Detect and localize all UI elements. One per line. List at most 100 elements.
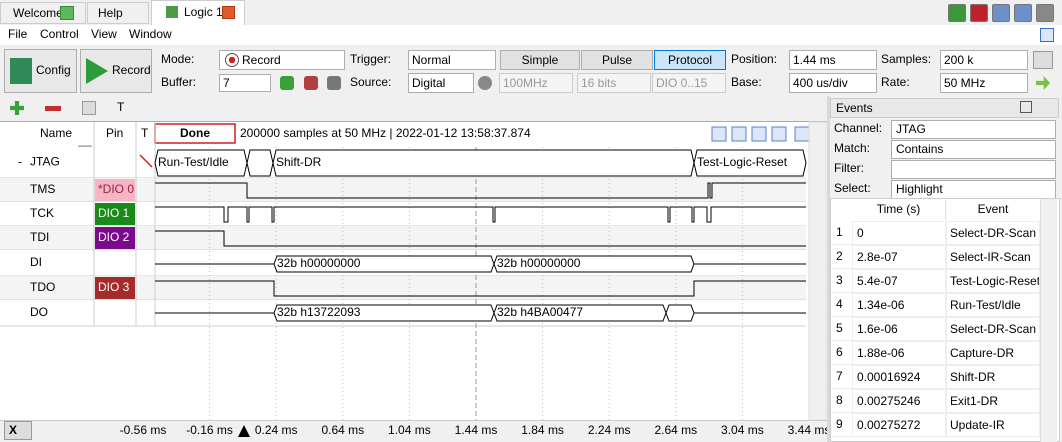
event-name[interactable]: Update-IR bbox=[946, 413, 1040, 437]
label: Samples: bbox=[881, 52, 932, 66]
event-name[interactable]: Shift-DR bbox=[946, 365, 1040, 389]
row-index: 2 bbox=[831, 245, 852, 269]
x-button[interactable]: X bbox=[4, 421, 32, 440]
axis-bar bbox=[0, 420, 828, 442]
field-label: Select: bbox=[834, 181, 871, 195]
row-index: 1 bbox=[831, 221, 852, 245]
tool-icon[interactable] bbox=[280, 76, 294, 90]
jtag-state: Run-Test/Idle bbox=[158, 155, 229, 169]
bus-segment bbox=[246, 149, 274, 177]
label: Mode: bbox=[161, 52, 195, 66]
bits-select[interactable]: 16 bits bbox=[577, 73, 651, 93]
record-button[interactable] bbox=[80, 49, 152, 93]
axis-label: 1.44 ms bbox=[454, 423, 498, 437]
jtag-state: Shift-DR bbox=[276, 155, 322, 169]
menu-item[interactable]: File bbox=[8, 27, 28, 41]
pins-select[interactable]: DIO 0..15 bbox=[652, 73, 726, 93]
column-header: T bbox=[141, 126, 149, 140]
event-time[interactable]: 2.8e-07 bbox=[852, 245, 946, 269]
event-time[interactable]: 5.4e-07 bbox=[852, 269, 946, 293]
field-input[interactable]: Highlight bbox=[891, 180, 1056, 199]
tab-welcome[interactable]: Welcome bbox=[0, 2, 86, 24]
trigger-select[interactable]: Normal bbox=[408, 50, 496, 70]
tab-help[interactable]: Help bbox=[87, 2, 149, 24]
tool-icon[interactable] bbox=[327, 76, 341, 90]
speed-select[interactable]: 100MHz bbox=[499, 73, 573, 93]
panel-close[interactable] bbox=[1040, 101, 1052, 113]
samples-select[interactable]: 200 k bbox=[940, 50, 1028, 70]
field-input[interactable]: JTAG bbox=[891, 120, 1056, 139]
event-time[interactable]: 1.34e-06 bbox=[852, 293, 946, 317]
window-button[interactable] bbox=[992, 4, 1010, 22]
axis-label: 0.24 ms bbox=[254, 423, 298, 437]
field-input[interactable] bbox=[891, 160, 1056, 179]
jtag-state: Test-Logic-Reset bbox=[697, 155, 788, 169]
row-index: 8 bbox=[831, 389, 852, 413]
window-button[interactable] bbox=[1014, 4, 1032, 22]
field-input[interactable]: Contains bbox=[891, 140, 1056, 159]
do-word: 32b h13722093 bbox=[277, 305, 361, 319]
signal-name: JTAG bbox=[30, 155, 60, 169]
event-time[interactable]: 0.00016924 bbox=[852, 365, 946, 389]
edit-icon[interactable] bbox=[82, 101, 96, 115]
position-select[interactable]: 1.44 ms bbox=[789, 50, 877, 70]
event-time[interactable]: 1.6e-06 bbox=[852, 317, 946, 341]
event-name[interactable]: Exit1-DR bbox=[946, 389, 1040, 413]
menu-item[interactable]: View bbox=[91, 27, 117, 41]
row-index: 5 bbox=[831, 317, 852, 341]
signal-name: TMS bbox=[30, 182, 55, 196]
rate-select[interactable]: 50 MHz bbox=[940, 73, 1028, 93]
column-header: Name bbox=[40, 126, 72, 140]
event-name[interactable]: Capture-DR bbox=[946, 341, 1040, 365]
window-button[interactable] bbox=[948, 4, 966, 22]
vscroll bbox=[808, 121, 827, 420]
menu-item[interactable]: Window bbox=[129, 27, 172, 41]
panel-button[interactable] bbox=[1020, 101, 1032, 113]
view-icon bbox=[771, 126, 787, 142]
config-icon bbox=[10, 58, 32, 84]
label: Base: bbox=[731, 75, 762, 89]
text-tool[interactable]: T bbox=[117, 100, 125, 114]
menu-item[interactable]: Control bbox=[40, 27, 79, 41]
window-button[interactable] bbox=[1036, 4, 1054, 22]
event-name[interactable]: Run-Test/Idle bbox=[946, 293, 1040, 317]
remove-icon[interactable] bbox=[45, 106, 61, 111]
event-time[interactable]: 1.88e-06 bbox=[852, 341, 946, 365]
row-index: 4 bbox=[831, 293, 852, 317]
events-header: Events bbox=[830, 98, 1059, 118]
signal-view: Name Pin T Done 200000 samples at 50 MHz | 2… bbox=[0, 121, 827, 420]
tck-wave bbox=[155, 206, 806, 223]
event-time[interactable]: 0 bbox=[852, 221, 946, 245]
event-name[interactable]: Test-Logic-Reset bbox=[946, 269, 1040, 293]
pulse-button[interactable]: Pulse bbox=[581, 50, 653, 70]
tool-icon[interactable] bbox=[304, 76, 318, 90]
tool-icon[interactable] bbox=[1033, 51, 1053, 69]
label: Buffer: bbox=[161, 75, 197, 89]
axis-label: 1.84 ms bbox=[521, 423, 564, 437]
event-name[interactable]: Select-DR-Scan bbox=[946, 221, 1040, 245]
tool-icon[interactable] bbox=[1036, 76, 1050, 90]
menubar bbox=[0, 25, 1062, 45]
buffer-input[interactable]: 7 bbox=[219, 74, 271, 92]
label: Position: bbox=[731, 52, 778, 66]
view-icon bbox=[711, 126, 727, 142]
event-name[interactable]: Select-DR-Scan bbox=[946, 317, 1040, 341]
tool-icon[interactable] bbox=[478, 76, 492, 90]
pin-cell bbox=[95, 227, 135, 249]
event-time[interactable]: 0.00275246 bbox=[852, 389, 946, 413]
pin-cell bbox=[95, 203, 135, 225]
row-index: 9 bbox=[831, 413, 852, 437]
mode-select[interactable]: Record bbox=[219, 50, 345, 70]
event-time[interactable]: 0.00275272 bbox=[852, 413, 946, 437]
source-select[interactable]: Digital bbox=[408, 73, 474, 93]
event-name[interactable]: Select-IR-Scan bbox=[946, 245, 1040, 269]
label: Source: bbox=[350, 75, 392, 89]
simple-button[interactable]: Simple bbox=[500, 50, 580, 70]
protocol-button[interactable]: Protocol bbox=[654, 50, 726, 70]
axis-label: 2.64 ms bbox=[654, 423, 698, 437]
base-select[interactable]: 400 us/div bbox=[789, 73, 877, 93]
window-button[interactable] bbox=[970, 4, 988, 22]
tab-close[interactable] bbox=[222, 6, 235, 19]
menu-icon[interactable] bbox=[1040, 28, 1054, 42]
